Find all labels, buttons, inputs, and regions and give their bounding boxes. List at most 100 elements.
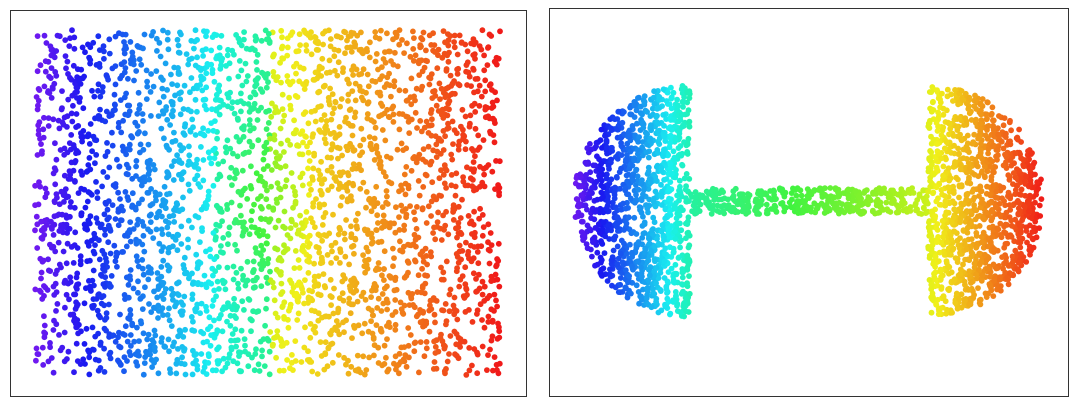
- dot: [218, 32, 225, 39]
- dot: [658, 168, 665, 174]
- dot: [84, 258, 91, 265]
- dot: [396, 350, 403, 357]
- dot: [447, 72, 454, 79]
- dot: [592, 208, 599, 215]
- dot: [793, 192, 800, 199]
- dot: [220, 235, 227, 241]
- dot: [595, 221, 602, 228]
- dot: [619, 119, 626, 126]
- dot: [309, 219, 316, 226]
- dot: [66, 43, 73, 49]
- dot: [670, 116, 676, 123]
- dot: [310, 326, 317, 333]
- dot: [261, 73, 268, 79]
- dot: [622, 187, 629, 194]
- dot: [81, 300, 88, 307]
- dot: [472, 229, 478, 236]
- dot: [189, 116, 196, 123]
- dot: [489, 333, 496, 340]
- dot: [350, 180, 356, 187]
- dot: [618, 152, 625, 159]
- dot: [293, 48, 300, 55]
- dot: [263, 274, 270, 281]
- dot: [274, 328, 281, 334]
- dot: [133, 253, 140, 260]
- dot: [685, 107, 692, 114]
- dot: [260, 156, 267, 163]
- dot: [485, 162, 492, 168]
- dot: [197, 239, 203, 246]
- dot: [283, 177, 290, 184]
- dot: [330, 211, 336, 218]
- dot: [446, 291, 453, 298]
- dot: [135, 89, 142, 96]
- dot: [143, 96, 150, 102]
- dot: [666, 195, 672, 202]
- dot: [57, 147, 64, 153]
- dot: [649, 105, 656, 112]
- dot: [230, 263, 237, 270]
- dot: [383, 354, 389, 361]
- dot: [99, 247, 106, 254]
- dot: [145, 276, 152, 283]
- dot: [434, 65, 441, 72]
- dot: [327, 85, 333, 92]
- dot: [313, 196, 319, 202]
- dot: [203, 303, 209, 310]
- dot: [454, 234, 460, 241]
- dot: [598, 238, 604, 244]
- dot: [33, 357, 39, 364]
- dot: [486, 31, 493, 38]
- dot: [913, 207, 919, 214]
- dot: [349, 88, 356, 94]
- dot: [466, 367, 473, 374]
- dot: [364, 71, 371, 78]
- dot: [474, 351, 481, 358]
- dot: [86, 354, 93, 361]
- dot: [397, 238, 403, 245]
- dot: [127, 343, 134, 349]
- dot: [376, 113, 382, 120]
- dot: [64, 230, 70, 236]
- dot: [350, 275, 357, 282]
- dot: [306, 287, 313, 294]
- dot: [234, 303, 241, 310]
- dot: [82, 49, 88, 56]
- dot: [804, 186, 811, 193]
- dot: [451, 32, 458, 39]
- dot: [175, 346, 181, 352]
- dot: [654, 112, 660, 119]
- dot: [178, 241, 185, 247]
- dot: [606, 166, 612, 172]
- dot: [216, 97, 222, 103]
- dot: [343, 217, 349, 223]
- dot: [326, 57, 333, 64]
- dot: [160, 312, 166, 318]
- dot: [471, 208, 477, 215]
- dot: [601, 250, 608, 256]
- dot: [118, 129, 125, 136]
- dot: [121, 354, 128, 361]
- dot: [329, 248, 335, 255]
- dot: [591, 234, 598, 241]
- dot: [605, 222, 612, 229]
- dot: [474, 75, 481, 82]
- dot: [234, 247, 240, 254]
- dot: [178, 308, 185, 315]
- dot: [166, 190, 173, 197]
- dot: [317, 232, 324, 239]
- dot: [241, 29, 248, 35]
- dot: [692, 207, 699, 213]
- dot: [90, 39, 97, 46]
- dot: [622, 205, 629, 212]
- dot: [99, 84, 106, 90]
- dot: [141, 248, 148, 255]
- dot: [260, 166, 267, 173]
- dot: [310, 131, 316, 138]
- dot: [83, 325, 90, 332]
- dot: [681, 94, 687, 100]
- dot: [331, 285, 337, 292]
- dot: [84, 168, 91, 174]
- dot: [485, 44, 492, 51]
- dot: [56, 201, 63, 208]
